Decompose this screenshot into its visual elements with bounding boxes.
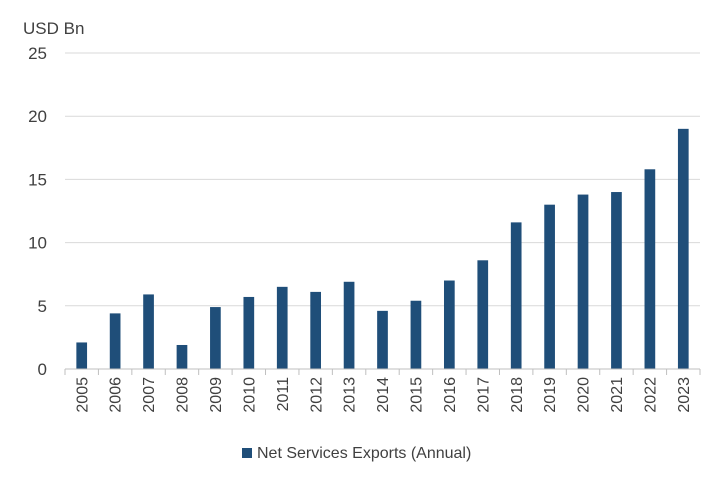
- x-tick-label: 2006: [108, 377, 125, 413]
- bar-2018: [510, 222, 522, 369]
- y-tick-label: 5: [38, 297, 47, 316]
- bar-2010: [243, 296, 255, 369]
- x-tick-label: 2008: [175, 377, 192, 413]
- y-axis-label: USD Bn: [23, 19, 84, 38]
- x-tick-label: 2022: [642, 377, 659, 413]
- x-tick-label: 2014: [375, 377, 392, 413]
- y-tick-label: 10: [28, 234, 47, 253]
- bar-2020: [577, 194, 589, 369]
- bar-2019: [544, 204, 555, 369]
- bars: [76, 128, 689, 369]
- y-tick-label: 20: [28, 107, 47, 126]
- x-tick-label: 2020: [576, 377, 593, 413]
- bar-2017: [477, 260, 489, 369]
- x-tick-label: 2009: [208, 377, 225, 413]
- bar-2011: [276, 286, 288, 369]
- gridlines: [65, 52, 700, 307]
- x-tick-label: 2012: [308, 377, 325, 413]
- bar-2008: [176, 344, 188, 369]
- bar-2023: [677, 128, 689, 369]
- bar-2006: [109, 313, 121, 369]
- x-tick-label: 2015: [409, 377, 426, 413]
- legend-label: Net Services Exports (Annual): [257, 445, 471, 462]
- y-tick-label: 0: [38, 360, 47, 379]
- x-tick-label: 2013: [342, 377, 359, 413]
- legend: Net Services Exports (Annual): [242, 445, 471, 462]
- x-tick-label: 2023: [676, 377, 693, 413]
- bar-2014: [377, 310, 388, 369]
- x-tick-label: 2011: [275, 377, 292, 412]
- bar-2012: [310, 291, 322, 369]
- bar-2022: [644, 169, 656, 369]
- x-axis: [64, 368, 701, 375]
- x-tick-label: 2021: [609, 377, 626, 413]
- bar-2013: [343, 281, 355, 369]
- x-tick-label: 2007: [141, 377, 158, 413]
- bar-2007: [143, 294, 154, 369]
- x-tick-label: 2016: [442, 377, 459, 413]
- x-axis-ticks: 2005 2006 2007 2008 2009 2010 2011 2012 2013 2014…: [74, 377, 693, 413]
- bar-2009: [210, 307, 221, 369]
- x-tick-label: 2005: [74, 377, 91, 413]
- bar-2016: [443, 280, 455, 369]
- y-tick-label: 15: [28, 170, 47, 189]
- bar-2015: [410, 300, 422, 369]
- y-axis-ticks: 0 5 10 15 20 25: [28, 44, 47, 379]
- legend-swatch: [242, 448, 252, 458]
- x-tick-label: 2017: [475, 377, 492, 413]
- x-tick-label: 2019: [542, 377, 559, 413]
- bar-2021: [611, 192, 622, 369]
- y-tick-label: 25: [28, 44, 47, 63]
- x-tick-label: 2010: [241, 377, 258, 413]
- bar-2005: [76, 342, 88, 369]
- x-tick-label: 2018: [509, 377, 526, 413]
